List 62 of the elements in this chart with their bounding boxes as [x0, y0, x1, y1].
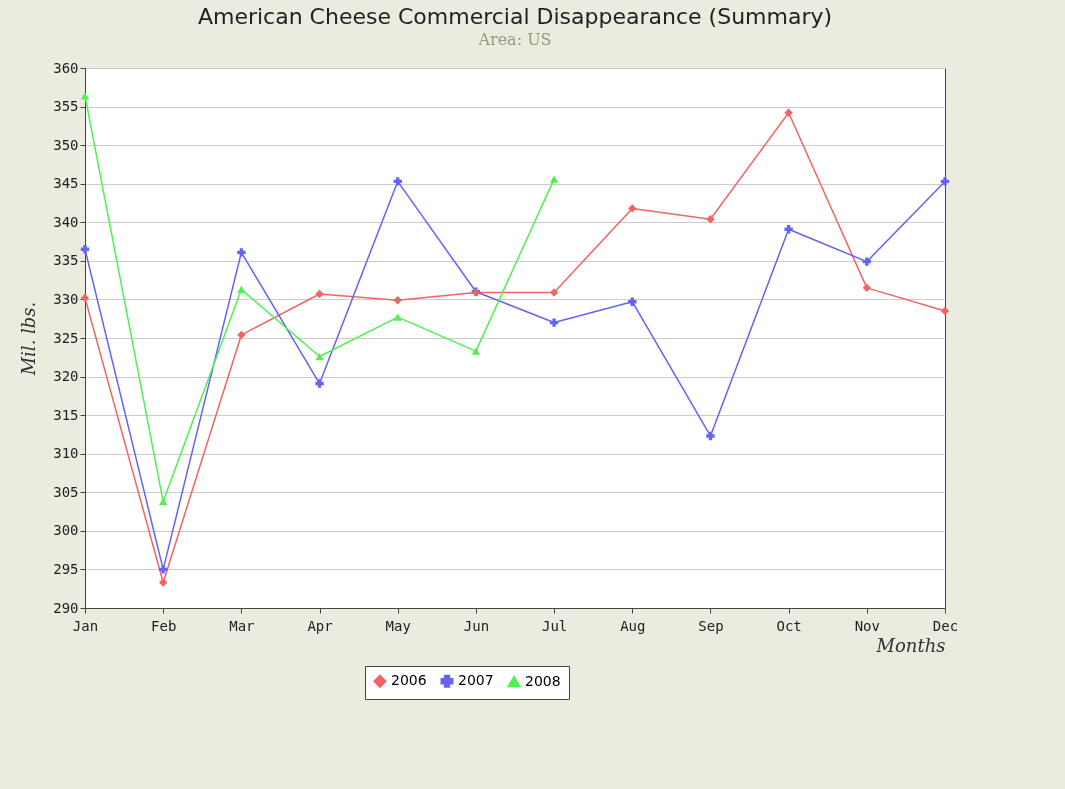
y-tick-label: 295	[53, 560, 79, 577]
x-tick-label: Feb	[151, 617, 177, 634]
point	[862, 283, 871, 293]
legend-label: 2008	[525, 672, 561, 689]
point	[862, 257, 871, 266]
legend-label: 2007	[458, 672, 494, 689]
y-tick-label: 350	[53, 136, 79, 153]
legend-label: 2006	[391, 672, 427, 689]
x-tick-label: Sep	[698, 617, 724, 634]
y-tick-label: 330	[53, 290, 79, 307]
point	[706, 215, 715, 224]
point	[393, 177, 402, 186]
x-tick-label: Oct	[776, 617, 802, 634]
x-tick-label: Jul	[541, 617, 568, 634]
x-tick-label: Jun	[463, 617, 490, 634]
point	[315, 379, 324, 388]
x-tick-label: Jan	[72, 617, 99, 634]
y-tick-label: 300	[53, 522, 79, 539]
y-tick-label: 355	[53, 98, 79, 115]
point	[80, 92, 90, 100]
point	[159, 565, 168, 574]
point	[706, 431, 715, 441]
x-tick-label: Aug	[620, 617, 646, 634]
point	[940, 306, 950, 316]
y-tick-label: 290	[53, 599, 79, 616]
y-tick-label: 325	[53, 329, 79, 346]
point	[784, 108, 793, 117]
point	[549, 318, 559, 327]
x-tick-label: May	[385, 617, 411, 634]
y-tick-label: 320	[53, 368, 79, 385]
point	[237, 285, 246, 294]
y-tick-label: 315	[53, 406, 79, 423]
x-tick-label: Mar	[229, 617, 255, 634]
chart-title: American Cheese Commercial Disappearance (Summary)	[197, 4, 833, 29]
point	[80, 245, 90, 254]
point	[471, 347, 481, 355]
x-tick-label: Nov	[854, 617, 880, 634]
y-tick-label: 310	[53, 445, 79, 462]
x-tick-label: Apr	[307, 617, 333, 634]
point	[237, 330, 246, 340]
x-axis-title: Months	[875, 634, 946, 656]
point	[80, 293, 90, 303]
point	[940, 177, 950, 186]
y-tick-label: 305	[53, 483, 79, 500]
y-tick-label: 345	[53, 175, 79, 192]
point	[237, 248, 246, 257]
point	[315, 352, 324, 361]
y-axis-title: Mil. lbs.	[18, 301, 40, 377]
y-tick-label: 335	[53, 252, 79, 269]
point	[549, 175, 559, 183]
chart-subtitle: Area: US	[477, 30, 552, 49]
x-tick-label: Dec	[932, 617, 959, 634]
point	[159, 578, 168, 587]
point	[549, 288, 559, 297]
point	[393, 296, 402, 305]
y-tick-label: 360	[53, 59, 79, 76]
point	[628, 204, 637, 213]
point	[784, 225, 793, 234]
point	[159, 497, 168, 506]
y-tick-label: 340	[53, 213, 79, 230]
point	[393, 313, 402, 321]
point	[315, 289, 324, 299]
